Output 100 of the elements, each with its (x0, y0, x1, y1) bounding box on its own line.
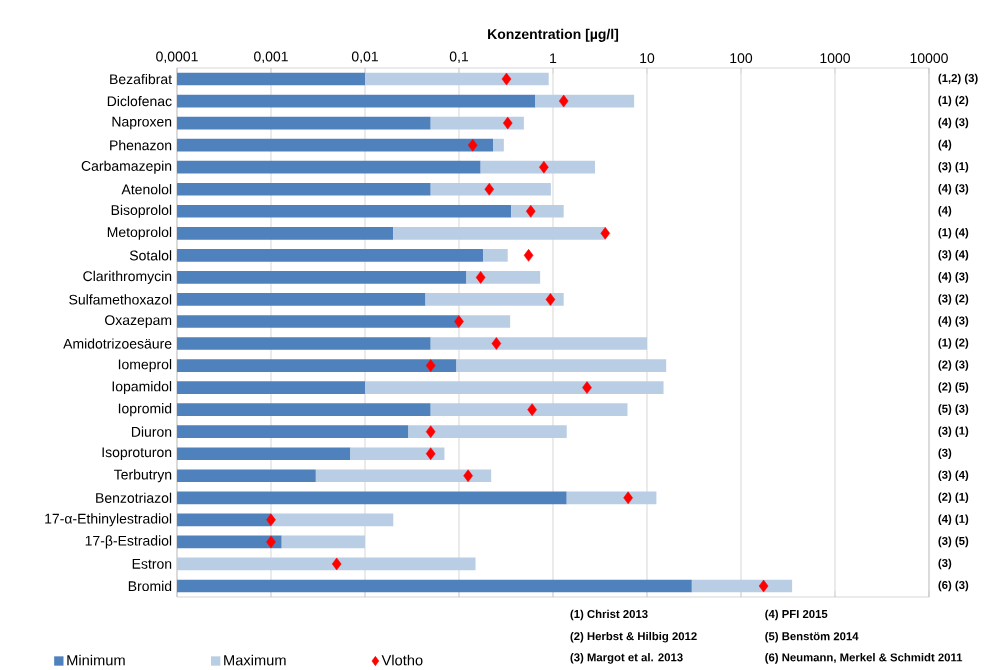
bar (425, 293, 564, 306)
text: (3) (5) (938, 536, 969, 548)
bar (177, 160, 481, 174)
y-tick-label: Oxazepam (105, 315, 172, 328)
bar (482, 249, 508, 262)
y-tick-label: Bisoprolol (111, 204, 172, 218)
text: (3) (4) (938, 250, 969, 261)
x-tick-label: 0,0001 (156, 51, 198, 64)
legend-label: Minimum (67, 654, 125, 666)
bar (177, 293, 426, 306)
bar (177, 579, 692, 593)
y-tick-label: 17-α-Ethinylestradiol (45, 513, 172, 527)
bar (691, 579, 793, 593)
text: (5) Benstöm 2014 (765, 631, 859, 643)
x-tick-label: 1 (550, 53, 557, 64)
legend-label: Maximum (224, 654, 286, 666)
y-tick-label: Bromid (128, 580, 172, 592)
text: (5) (3) (938, 404, 969, 415)
bar (430, 116, 524, 130)
x-tick-label: 10 (640, 53, 655, 64)
y-tick-label: Terbutryn (114, 469, 172, 483)
y-tick-label: Estron (132, 559, 172, 569)
bar (430, 182, 551, 196)
text: (4) (938, 205, 952, 217)
bar (177, 557, 476, 571)
bar (566, 491, 657, 505)
bar (177, 425, 409, 439)
bar (430, 403, 628, 416)
bar (177, 381, 365, 394)
x-tick-label: 0,1 (449, 51, 469, 64)
text: (6) (3) (938, 580, 969, 592)
text: (6) Neumann, Merkel & Schmidt 2011 (765, 653, 963, 664)
text: (1) (2) (938, 95, 969, 107)
text: (3) Margot et al. 2013 (570, 653, 683, 664)
bar (177, 337, 431, 350)
bar (177, 204, 512, 218)
x-tick-label: 0,001 (254, 51, 288, 64)
y-tick-label: Phenazon (110, 140, 172, 151)
bar (177, 226, 394, 240)
bar (408, 425, 567, 439)
y-tick-label: Benzotriazol (96, 492, 172, 503)
text: (1,2) (3) (938, 73, 978, 85)
bar (430, 337, 647, 350)
y-tick-label: Bezafibrat (110, 73, 172, 85)
text: (3) (1) (938, 426, 969, 437)
bar (458, 315, 511, 328)
y-tick-label: Iopromid (118, 403, 172, 417)
text: (2) Herbst & Hilbig 2012 (570, 631, 697, 643)
bar (493, 138, 504, 152)
y-tick-label: Sotalol (129, 250, 172, 261)
bar (177, 447, 351, 461)
text: (4) (3) (938, 272, 969, 283)
text: (4) (3) (938, 117, 969, 129)
y-tick-label: 17-β-Estradiol (85, 535, 172, 549)
bar (364, 72, 549, 86)
x-axis-title: Konzentration [µg/l] (488, 28, 619, 42)
text: (4) (3) (938, 183, 969, 195)
text: (1) (4) (938, 228, 969, 239)
bar (177, 116, 431, 130)
text: (3) (938, 558, 952, 570)
legend-label: Vlotho (381, 654, 423, 666)
bar (393, 226, 606, 240)
bar (177, 535, 282, 549)
y-tick-label: Iopamidol (112, 381, 172, 395)
y-tick-label: Sulfamethoxazol (69, 294, 172, 305)
y-tick-label: Amidotrizoesäure (63, 338, 172, 349)
bar (271, 513, 394, 527)
x-tick-label: 10000 (910, 53, 948, 64)
bar (177, 469, 316, 483)
text: (3) (2) (938, 294, 969, 305)
y-tick-label: Isoproturon (102, 447, 172, 460)
y-tick-label: Clarithromycin (83, 270, 172, 284)
y-tick-label: Carbamazepin (81, 160, 172, 174)
x-tick-label: 100 (730, 53, 753, 64)
text: (4) (938, 139, 952, 151)
y-tick-label: Metoprolol (107, 226, 172, 240)
y-tick-label: Diuron (131, 426, 172, 437)
x-tick-label: 1000 (820, 53, 850, 64)
bar (364, 381, 664, 394)
bar (466, 271, 541, 284)
y-tick-label: Diclofenac (107, 95, 172, 107)
bar (177, 403, 431, 416)
text: (3) (938, 448, 952, 459)
text: (2) (1) (938, 492, 969, 504)
text: (4) PFI 2015 (765, 609, 828, 621)
bar (281, 535, 365, 549)
y-tick-label: Naproxen (112, 116, 172, 130)
bar (456, 359, 667, 372)
text: (1) (2) (938, 338, 969, 349)
bar (177, 138, 493, 152)
bar (177, 359, 457, 372)
bar (177, 491, 567, 505)
text: (2) (5) (938, 382, 969, 393)
text: (3) (1) (938, 161, 969, 173)
bar (350, 447, 445, 461)
bar (177, 72, 365, 86)
bar (177, 315, 459, 328)
bar (177, 513, 271, 527)
text: (4) (3) (938, 316, 969, 327)
bar (315, 469, 492, 483)
